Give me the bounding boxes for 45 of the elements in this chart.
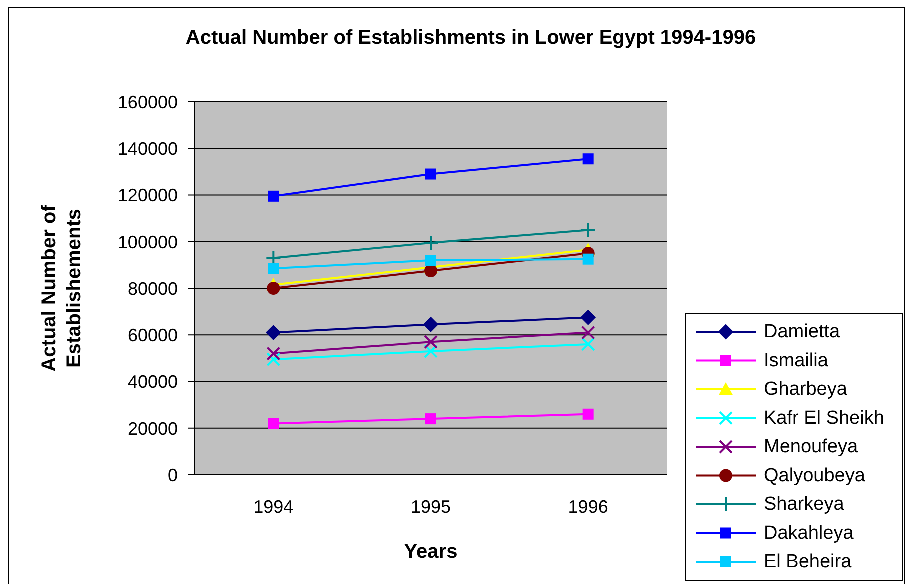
point <box>423 235 439 252</box>
point <box>268 263 280 274</box>
point <box>424 344 438 358</box>
y-tick-label: 160000 <box>118 92 178 112</box>
point <box>580 222 596 238</box>
point <box>426 168 436 180</box>
x-axis-title: Years <box>403 541 459 564</box>
legend-label: Kafr El Sheikh <box>764 408 884 429</box>
point <box>426 255 436 266</box>
x-tick-label: 1996 <box>568 496 608 517</box>
chart-title: Actual Number of Establishments in Lower Egypt 1994-1996 <box>184 27 758 50</box>
point <box>582 154 594 165</box>
point <box>580 310 596 326</box>
y-tick-label: 140000 <box>118 139 178 160</box>
legend-label: Ismailia <box>764 350 829 372</box>
point <box>266 352 281 367</box>
legend-label: Dakahleya <box>764 522 854 544</box>
legend-label: Menoufeya <box>764 436 858 458</box>
x-tick-label: 1994 <box>254 496 294 517</box>
point <box>424 335 438 350</box>
point <box>582 408 594 420</box>
y-tick-label: 0 <box>168 465 178 486</box>
point <box>426 414 436 425</box>
legend-label: El Beheira <box>764 552 852 572</box>
legend-label: Qalyoubeya <box>764 465 866 486</box>
y-tick-label: 80000 <box>128 278 178 299</box>
point <box>268 190 280 202</box>
point <box>266 325 282 340</box>
x-tick-label: 1995 <box>410 496 452 517</box>
legend-label: Damietta <box>764 322 840 342</box>
point <box>268 418 280 430</box>
legend-label: Sharkeya <box>764 494 845 515</box>
point <box>581 337 596 352</box>
y-tick-label: 20000 <box>128 418 178 439</box>
point <box>266 346 281 361</box>
y-axis-title: Actual Number of Establishements <box>38 204 86 372</box>
y-tick-label: 40000 <box>128 372 178 392</box>
y-tick-label: 60000 <box>128 326 178 346</box>
point <box>424 264 438 278</box>
point <box>581 326 596 340</box>
y-tick-label: 100000 <box>118 232 178 252</box>
point <box>424 317 438 332</box>
y-tick-label: 120000 <box>118 186 178 206</box>
point <box>582 254 594 265</box>
legend-label: Gharbeya <box>764 379 848 400</box>
